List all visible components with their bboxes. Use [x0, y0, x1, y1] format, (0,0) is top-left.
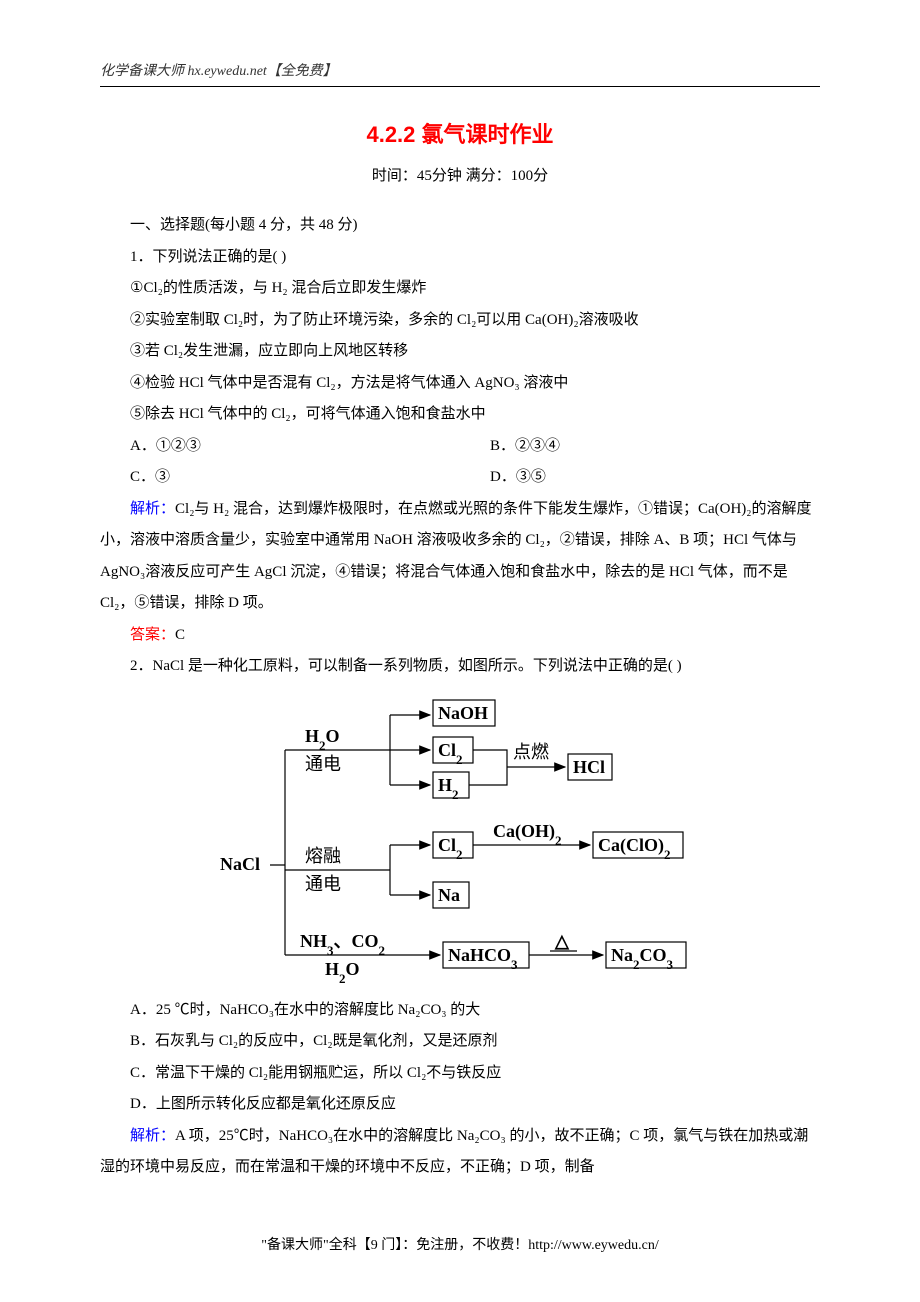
branch1-cond-bottom: 通电	[305, 754, 341, 774]
q2-analysis-text: A 项，25℃时，NaHCO₃在水中的溶解度比 Na₂CO₃ 的小，故不正确；C…	[100, 1128, 808, 1176]
analysis-label-2: 解析：	[130, 1128, 175, 1144]
q1-option-a: A．①②③	[100, 431, 460, 463]
page-header: 化学备课大师 hx.eywedu.net【全免费】	[100, 60, 820, 87]
q2-option-a: A．25 ℃时，NaHCO₃在水中的溶解度比 Na₂CO₃ 的大	[100, 995, 820, 1027]
branch3-next-label: △	[554, 931, 570, 951]
q2-option-c: C．常温下干燥的 Cl₂能用钢瓶贮运，所以 Cl₂不与铁反应	[100, 1058, 820, 1090]
branch3-cond-bottom: H2O	[325, 959, 360, 985]
q1-option-b: B．②③④	[460, 431, 820, 463]
q1-stem: 1．下列说法正确的是( )	[100, 242, 820, 274]
q1-statement-5: ⑤除去 HCl 气体中的 Cl₂，可将气体通入饱和食盐水中	[100, 399, 820, 431]
q1-answer: 答案：C	[100, 620, 820, 652]
branch2-cond-top: 熔融	[305, 846, 341, 866]
node-hcl: HCl	[573, 757, 605, 777]
analysis-label: 解析：	[130, 501, 175, 517]
q1-analysis-text: Cl₂与 H₂ 混合，达到爆炸极限时，在点燃或光照的条件下能发生爆炸，①错误；C…	[100, 501, 812, 612]
branch2-cond-bottom: 通电	[305, 874, 341, 894]
q1-analysis: 解析：Cl₂与 H₂ 混合，达到爆炸极限时，在点燃或光照的条件下能发生爆炸，①错…	[100, 494, 820, 620]
page-footer: "备课大师"全科【9 门】：免注册，不收费！http://www.eywedu.…	[0, 1234, 920, 1254]
q1-option-d: D．③⑤	[460, 462, 820, 494]
node-na: Na	[438, 885, 460, 905]
nacl-flowchart: .t { font-family: "Times New Roman", ser…	[215, 695, 705, 985]
branch2-next-label: Ca(OH)2	[493, 821, 562, 848]
branch1-cond-top: H2O	[305, 726, 340, 753]
node-nacl: NaCl	[220, 854, 260, 874]
q2-analysis: 解析：A 项，25℃时，NaHCO₃在水中的溶解度比 Na₂CO₃ 的小，故不正…	[100, 1121, 820, 1184]
node-naoh: NaOH	[438, 703, 488, 723]
q2-option-d: D．上图所示转化反应都是氧化还原反应	[100, 1089, 820, 1121]
q1-option-c: C．③	[100, 462, 460, 494]
q2-option-b: B．石灰乳与 Cl₂的反应中，Cl₂既是氧化剂，又是还原剂	[100, 1026, 820, 1058]
q1-statement-3: ③若 Cl₂发生泄漏，应立即向上风地区转移	[100, 336, 820, 368]
q1-statement-2: ②实验室制取 Cl₂时，为了防止环境污染，多余的 Cl₂可以用 Ca(OH)₂溶…	[100, 305, 820, 337]
q1-statement-1: ①Cl₂的性质活泼，与 H₂ 混合后立即发生爆炸	[100, 273, 820, 305]
lesson-title: 4.2.2 氯气课时作业	[100, 117, 820, 149]
q2-stem: 2．NaCl 是一种化工原料，可以制备一系列物质，如图所示。下列说法中正确的是(…	[100, 651, 820, 683]
lesson-subtitle: 时间：45分钟 满分：100分	[100, 164, 820, 185]
branch1-merge-label: 点燃	[513, 742, 549, 762]
section-heading: 一、选择题(每小题 4 分，共 48 分)	[100, 210, 820, 242]
branch3-cond-top: NH3、CO2	[300, 931, 385, 958]
q1-answer-text: C	[175, 627, 185, 643]
q1-statement-4: ④检验 HCl 气体中是否混有 Cl₂，方法是将气体通入 AgNO₃ 溶液中	[100, 368, 820, 400]
answer-label: 答案：	[130, 627, 175, 643]
